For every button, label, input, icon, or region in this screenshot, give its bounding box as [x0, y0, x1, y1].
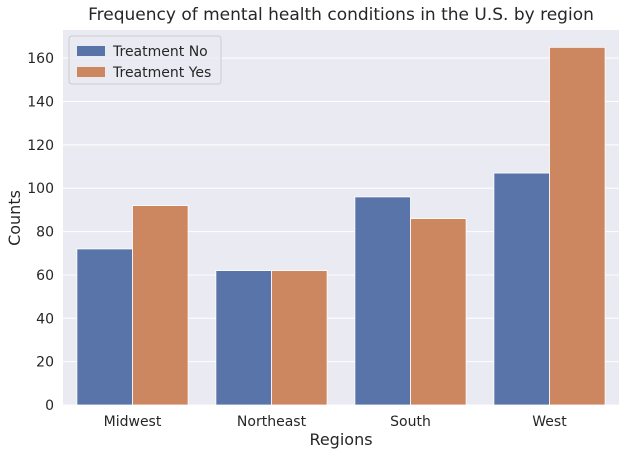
x-tick-label: Northeast	[237, 414, 307, 430]
bar-west-treatment-no	[493, 172, 550, 406]
bar-south-treatment-yes	[410, 218, 467, 406]
bar-midwest-treatment-no	[76, 248, 133, 406]
y-tick-labels: 0 20 40 60 80 100 120 140 160	[27, 51, 54, 414]
legend-label: Treatment Yes	[112, 65, 211, 81]
chart-title: Frequency of mental health conditions in…	[88, 5, 594, 25]
y-tick-label: 40	[36, 311, 54, 327]
legend-swatch	[77, 46, 105, 56]
y-tick-label: 160	[27, 51, 54, 67]
legend: Treatment No Treatment Yes	[68, 35, 222, 85]
y-tick-label: 20	[36, 355, 54, 371]
x-tick-label: Midwest	[104, 414, 162, 430]
x-tick-label: South	[390, 414, 431, 430]
legend-swatch	[77, 67, 105, 77]
bar-south-treatment-no	[354, 196, 411, 406]
y-tick-label: 0	[45, 398, 54, 414]
x-tick-labels: Midwest Northeast South West	[104, 414, 568, 430]
y-tick-label: 60	[36, 268, 54, 284]
y-axis-label: Counts	[5, 190, 24, 246]
legend-frame	[68, 35, 222, 85]
bar-northeast-treatment-yes	[271, 270, 328, 406]
y-tick-label: 80	[36, 225, 54, 241]
bar-midwest-treatment-yes	[132, 205, 189, 406]
y-tick-label: 140	[27, 95, 54, 111]
y-tick-label: 120	[27, 138, 54, 154]
legend-label: Treatment No	[112, 44, 208, 60]
x-axis-label: Regions	[309, 430, 372, 449]
bar-west-treatment-yes	[549, 46, 606, 406]
x-tick-label: West	[532, 414, 567, 430]
y-tick-label: 100	[27, 181, 54, 197]
bar-northeast-treatment-no	[215, 270, 272, 406]
bars	[76, 46, 606, 406]
